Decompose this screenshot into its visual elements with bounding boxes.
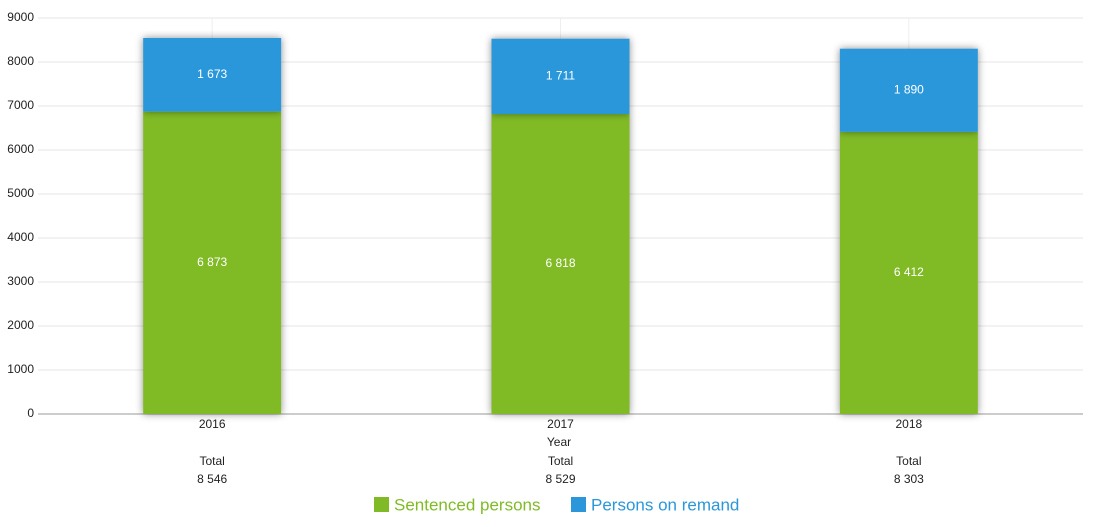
bar-segment <box>491 38 630 115</box>
x-tick-label: 2017 <box>547 417 574 431</box>
total-label: Total <box>548 454 573 468</box>
total-value: 8 529 <box>545 472 575 486</box>
y-tick-label: 2000 <box>7 318 34 332</box>
total-label: Total <box>199 454 224 468</box>
bar-segment <box>839 131 978 414</box>
y-tick-label: 7000 <box>7 98 34 112</box>
x-axis-title: Year <box>547 435 571 449</box>
value-label: 1 890 <box>894 82 924 96</box>
y-tick-label: 3000 <box>7 274 34 288</box>
bar-segment <box>839 48 978 132</box>
legend-text: Sentenced persons <box>394 495 541 514</box>
value-label: 1 711 <box>546 69 575 83</box>
y-tick-label: 1000 <box>7 362 34 376</box>
y-tick-label: 4000 <box>7 230 34 244</box>
legend-swatch <box>571 497 586 512</box>
x-tick-label: 2016 <box>199 417 226 431</box>
total-value: 8 303 <box>894 472 924 486</box>
legend-text: Persons on remand <box>591 495 739 514</box>
total-value: 8 546 <box>197 472 227 486</box>
x-tick-label: 2018 <box>895 417 922 431</box>
value-label: 6 873 <box>197 255 227 269</box>
value-label: 1 673 <box>197 67 227 81</box>
bar-segment <box>491 114 630 415</box>
value-label: 6 412 <box>894 265 924 279</box>
y-tick-label: 0 <box>27 406 34 420</box>
y-tick-label: 8000 <box>7 54 34 68</box>
total-label: Total <box>896 454 921 468</box>
bar-segment <box>143 37 282 112</box>
bar-segment <box>143 111 282 414</box>
value-label: 6 818 <box>545 256 575 270</box>
legend-swatch <box>374 497 389 512</box>
y-tick-label: 6000 <box>7 142 34 156</box>
y-tick-label: 5000 <box>7 186 34 200</box>
y-tick-label: 9000 <box>7 10 34 24</box>
